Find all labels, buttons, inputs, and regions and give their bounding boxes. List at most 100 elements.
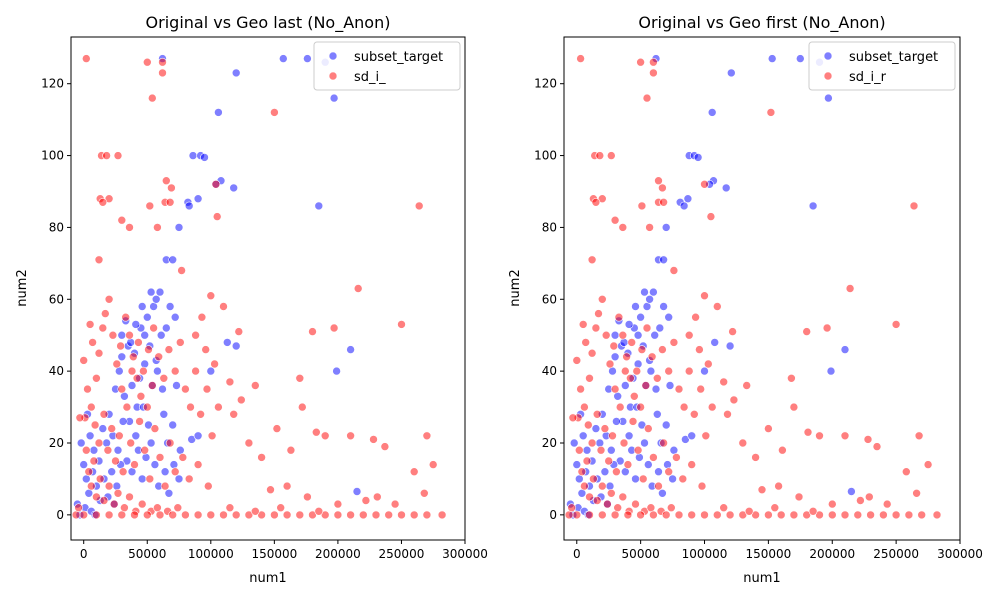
right-point-series-1 (649, 453, 658, 462)
right-point-series-0 (679, 201, 689, 211)
left-point-series-1 (122, 402, 132, 412)
left-point-series-0 (162, 323, 171, 333)
left-point-series-1 (257, 453, 266, 462)
left-point-series-1 (177, 266, 186, 275)
right-point-series-0 (683, 194, 693, 203)
right-point-series-1 (815, 431, 824, 441)
right-point-series-1 (597, 294, 607, 304)
left-point-series-1 (311, 427, 321, 437)
left-plot-points (71, 54, 447, 520)
right-point-series-1 (723, 409, 732, 419)
left-point-series-0 (229, 183, 238, 193)
left-point-series-1 (358, 510, 368, 520)
right-point-series-0 (606, 445, 616, 455)
right-point-series-1 (567, 503, 577, 513)
left-point-series-1 (229, 409, 238, 419)
right-point-series-1 (589, 474, 598, 484)
right-point-series-0 (795, 54, 805, 63)
right-point-series-1 (879, 510, 888, 520)
left-point-series-0 (176, 445, 185, 455)
left-x-tick-label: 150000 (251, 547, 297, 561)
right-point-series-1 (725, 510, 735, 520)
left-point-series-0 (98, 424, 108, 433)
left-point-series-1 (158, 68, 167, 78)
right-point-series-1 (674, 384, 684, 394)
left-point-series-1 (95, 474, 105, 484)
left-point-series-0 (200, 153, 209, 162)
left-point-series-1 (155, 453, 165, 462)
right-point-series-0 (687, 431, 697, 441)
left-y-tick-label: 100 (41, 149, 64, 163)
left-point-series-1 (103, 445, 113, 455)
right-point-series-1 (652, 373, 662, 383)
right-point-series-1 (703, 359, 713, 369)
left-x-tick-label: 200000 (315, 547, 361, 561)
left-point-series-0 (107, 467, 116, 477)
right-point-series-1 (764, 510, 773, 520)
left-point-series-1 (193, 460, 203, 469)
right-point-series-0 (642, 302, 652, 311)
right-point-series-1 (659, 438, 668, 448)
left-point-series-1 (181, 510, 190, 520)
right-point-series-1 (608, 431, 617, 441)
right-legend-label-0: subset_target (849, 50, 938, 65)
right-point-series-1 (751, 510, 760, 520)
left-point-series-0 (117, 330, 127, 340)
left-x-tick-label: 50000 (128, 547, 166, 561)
left-x-tick-label: 0 (80, 547, 88, 561)
right-point-series-1 (609, 341, 619, 351)
left-point-series-1 (132, 373, 142, 383)
right-point-series-1 (712, 302, 722, 311)
right-point-series-1 (701, 431, 711, 441)
left-point-series-0 (352, 487, 362, 496)
right-x-tick-label: 150000 (745, 547, 791, 561)
right-point-series-0 (700, 366, 709, 376)
left-point-series-1 (89, 456, 99, 466)
left-point-series-0 (172, 381, 181, 390)
right-point-series-1 (595, 151, 605, 160)
right-point-series-1 (592, 409, 602, 419)
right-point-series-1 (766, 108, 776, 117)
right-point-series-1 (647, 352, 657, 362)
right-point-series-1 (618, 223, 628, 232)
right-point-series-1 (642, 93, 652, 103)
right-x-tick-label: 0 (573, 547, 581, 561)
left-point-series-1 (85, 320, 95, 329)
right-point-series-1 (689, 409, 699, 419)
left-point-series-0 (184, 201, 194, 211)
left-point-series-1 (101, 309, 110, 318)
left-legend: subset_target sd_i_ (313, 41, 461, 91)
left-point-series-1 (207, 431, 217, 441)
left-point-series-0 (193, 194, 203, 203)
left-point-series-1 (130, 460, 139, 469)
left-point-series-1 (111, 456, 120, 466)
left-point-series-1 (104, 481, 114, 491)
right-point-series-1 (794, 492, 804, 502)
left-point-series-1 (333, 499, 343, 509)
right-point-series-0 (643, 460, 653, 469)
left-x-axis: 0 50000 100000 150000 200000 250000 300000 (80, 540, 488, 561)
right-y-axis: 0 20 40 60 80 100 120 (534, 77, 564, 522)
left-legend-label-1: sd_i_ (354, 70, 386, 85)
right-point-series-1 (627, 338, 637, 347)
left-point-series-1 (82, 445, 91, 455)
right-point-series-0 (661, 420, 671, 430)
left-point-series-1 (148, 93, 157, 103)
right-point-series-1 (564, 510, 574, 520)
right-point-series-0 (649, 287, 658, 297)
right-point-series-0 (620, 381, 630, 390)
right-point-series-1 (687, 510, 697, 520)
right-point-series-1 (654, 176, 663, 185)
right-point-series-0 (659, 302, 668, 311)
right-point-series-1 (904, 510, 914, 520)
left-point-series-1 (143, 402, 152, 412)
right-x-tick-label: 50000 (622, 547, 660, 561)
right-point-series-1 (631, 499, 640, 509)
right-point-series-0 (650, 330, 660, 340)
right-point-series-0 (659, 255, 668, 265)
left-point-series-1 (168, 510, 177, 520)
right-point-series-0 (767, 54, 777, 63)
left-point-series-0 (174, 223, 184, 232)
left-point-series-1 (231, 510, 241, 520)
left-point-series-1 (145, 201, 155, 211)
